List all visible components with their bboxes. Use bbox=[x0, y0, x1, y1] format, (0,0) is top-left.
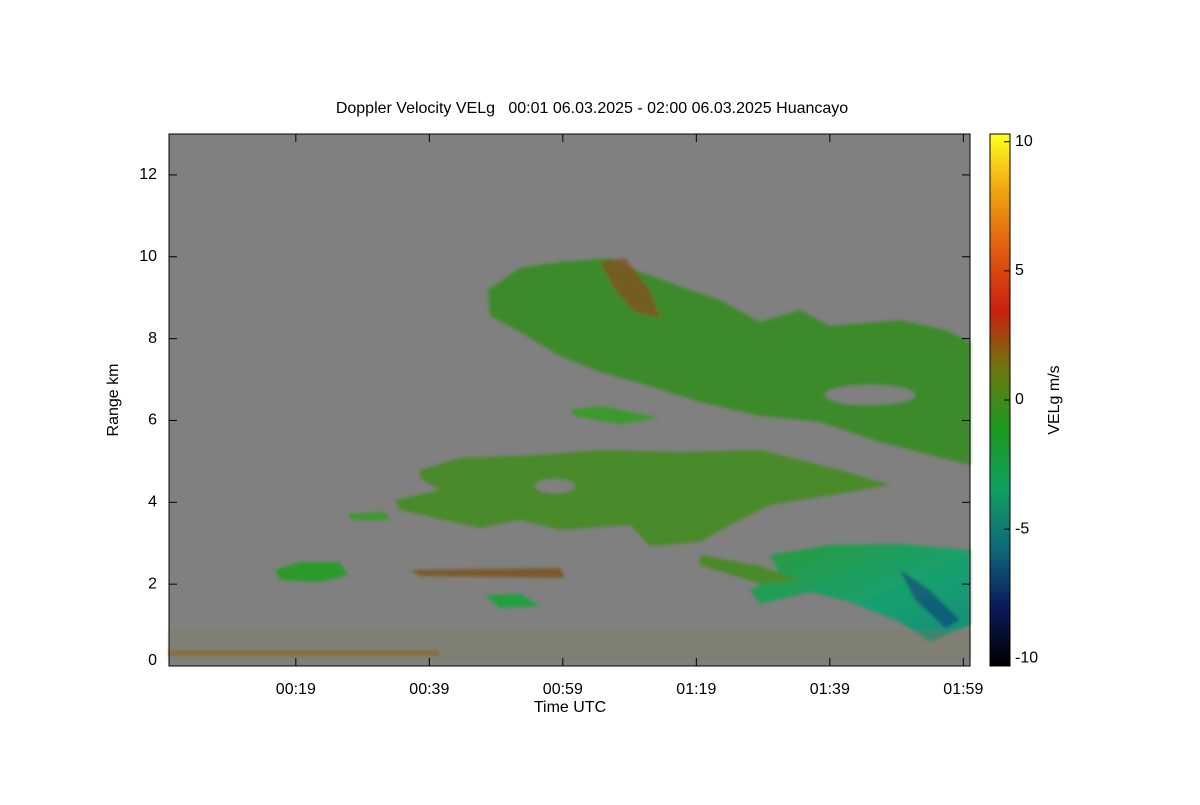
colorbar-tick-label: -5 bbox=[1015, 520, 1029, 537]
x-axis-label: Time UTC bbox=[534, 699, 606, 716]
colorbar-tick-label: -10 bbox=[1015, 649, 1038, 666]
echo-field bbox=[169, 258, 970, 660]
y-tick-label: 12 bbox=[139, 166, 157, 183]
y-tick-label: 4 bbox=[148, 494, 157, 511]
y-tick-label: 10 bbox=[139, 248, 157, 265]
x-tick-label: 00:59 bbox=[543, 681, 583, 698]
colorbar-tick-label: 0 bbox=[1015, 391, 1024, 408]
x-tick-label: 01:59 bbox=[943, 681, 983, 698]
y-tick-label: 6 bbox=[148, 412, 157, 429]
colorbar-tick-label: 10 bbox=[1015, 133, 1033, 150]
x-tick-label: 01:19 bbox=[676, 681, 716, 698]
y-axis-label: Range km bbox=[105, 364, 122, 437]
x-tick-label: 01:39 bbox=[810, 681, 850, 698]
x-tick-label: 00:39 bbox=[409, 681, 449, 698]
y-tick-label: 0 bbox=[148, 652, 157, 669]
plot-frame bbox=[168, 133, 971, 667]
chart-title: Doppler Velocity VELg 00:01 06.03.2025 -… bbox=[336, 100, 848, 117]
colorbar-label: VELg m/s bbox=[1046, 365, 1063, 434]
y-tick-label: 2 bbox=[148, 575, 157, 592]
y-tick-label: 8 bbox=[148, 330, 157, 347]
x-tick-label: 00:19 bbox=[276, 681, 316, 698]
colorbar-tick-label: 5 bbox=[1015, 262, 1024, 279]
